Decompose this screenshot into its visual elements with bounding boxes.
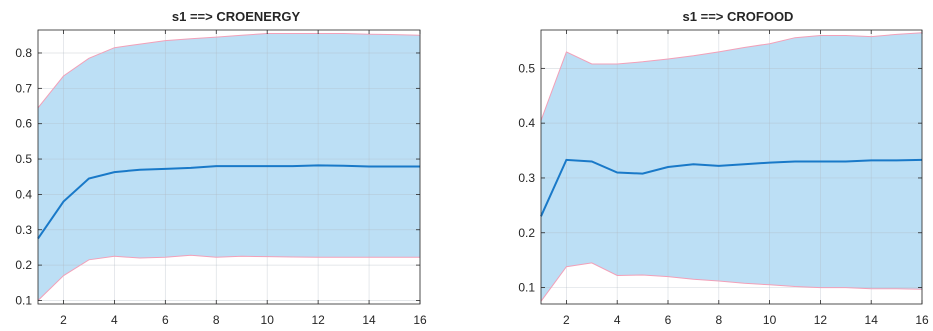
x-tick-label: 4 — [614, 313, 621, 327]
x-tick-label: 10 — [763, 313, 777, 327]
x-tick-label: 2 — [563, 313, 570, 327]
axes-box — [37, 29, 421, 305]
x-tick-label: 8 — [213, 313, 220, 327]
x-tick-label: 12 — [311, 313, 325, 327]
y-tick-label: 0.7 — [15, 81, 32, 95]
x-tick-label: 14 — [362, 313, 376, 327]
median-line — [37, 164, 420, 240]
confidence-band — [541, 32, 922, 302]
x-tick-label: 6 — [162, 313, 169, 327]
y-tick-label: 0.5 — [518, 61, 535, 75]
x-tick-label: 16 — [915, 313, 929, 327]
x-tick-label: 4 — [111, 313, 118, 327]
x-tick-label: 2 — [60, 313, 67, 327]
x-tick-label: 12 — [814, 313, 828, 327]
chart-croenergy: s1 ==> CROENERGY 2 4 6 8 10 12 14 16 0.1 0.2 0.3 0.… — [15, 9, 427, 327]
y-tick-label: 0.8 — [15, 46, 32, 60]
median-line — [540, 158, 923, 217]
x-tick-label: 14 — [865, 313, 879, 327]
y-tick-label: 0.5 — [15, 152, 32, 166]
chart-title: s1 ==> CROFOOD — [683, 9, 794, 24]
chart-title: s1 ==> CROENERGY — [172, 9, 301, 24]
y-tick-label: 0.2 — [518, 226, 535, 240]
upper-bound-line — [37, 33, 421, 109]
y-tick-label: 0.4 — [15, 187, 32, 201]
y-tick-label: 0.3 — [518, 171, 535, 185]
y-tick-label: 0.1 — [15, 293, 32, 307]
x-tick-label: 16 — [413, 313, 427, 327]
y-tick-label: 0.4 — [518, 116, 535, 130]
y-tick-label: 0.2 — [15, 258, 32, 272]
x-tick-label: 6 — [665, 313, 672, 327]
x-tick-label: 10 — [261, 313, 275, 327]
lower-bound-line — [540, 262, 923, 302]
y-tick-label: 0.1 — [518, 281, 535, 295]
x-tick-label: 8 — [715, 313, 722, 327]
upper-bound-line — [540, 32, 923, 121]
axes-box — [540, 29, 923, 305]
y-tick-label: 0.6 — [15, 117, 32, 131]
lower-bound-line — [37, 254, 420, 301]
chart-crofood: s1 ==> CROFOOD 2 4 6 8 10 12 14 16 0.1 0.2 0.3 0.4 0… — [518, 9, 929, 327]
y-tick-label: 0.3 — [15, 223, 32, 237]
